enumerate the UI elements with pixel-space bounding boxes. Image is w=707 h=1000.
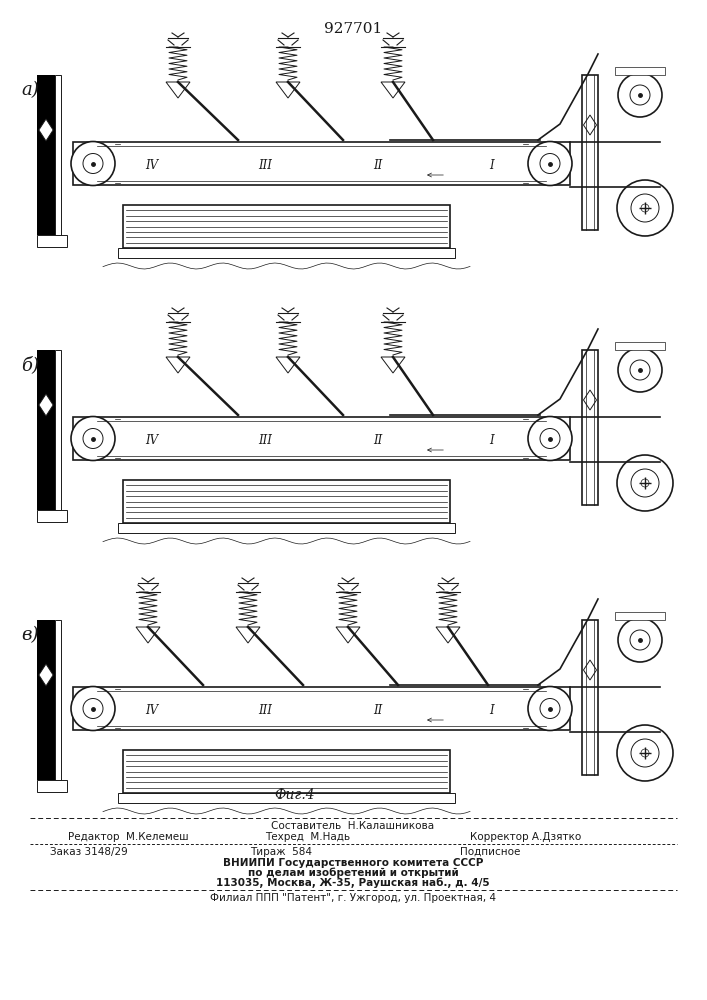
- Bar: [615, 612, 665, 620]
- Text: Фиг.4: Фиг.4: [275, 788, 315, 802]
- Circle shape: [617, 180, 673, 236]
- Bar: [73, 687, 570, 730]
- Circle shape: [528, 416, 572, 460]
- Circle shape: [83, 428, 103, 448]
- Circle shape: [641, 204, 649, 212]
- Bar: [582, 350, 598, 505]
- Polygon shape: [39, 119, 53, 141]
- Circle shape: [540, 698, 560, 718]
- Circle shape: [641, 749, 649, 757]
- Circle shape: [71, 416, 115, 460]
- Text: Редактор  М.Келемеш: Редактор М.Келемеш: [68, 832, 189, 842]
- Circle shape: [528, 686, 572, 730]
- Bar: [123, 205, 450, 248]
- Polygon shape: [336, 627, 360, 643]
- Bar: [37, 350, 55, 510]
- Text: II: II: [373, 434, 382, 447]
- Bar: [73, 142, 570, 185]
- Polygon shape: [276, 82, 300, 98]
- Polygon shape: [276, 357, 300, 373]
- Polygon shape: [583, 660, 597, 680]
- Bar: [55, 75, 61, 235]
- Text: III: III: [258, 704, 271, 717]
- Polygon shape: [236, 627, 260, 643]
- Text: III: III: [258, 434, 271, 447]
- Polygon shape: [166, 82, 190, 98]
- Circle shape: [618, 73, 662, 117]
- Circle shape: [617, 455, 673, 511]
- Text: Составитель  Н.Калашникова: Составитель Н.Калашникова: [271, 821, 435, 831]
- Circle shape: [630, 360, 650, 380]
- Bar: [37, 75, 55, 235]
- Bar: [118, 793, 455, 803]
- Polygon shape: [583, 115, 597, 135]
- Polygon shape: [381, 82, 405, 98]
- Bar: [73, 417, 570, 460]
- Text: по делам изобретений и открытий: по делам изобретений и открытий: [247, 868, 458, 879]
- Text: I: I: [489, 434, 493, 447]
- Circle shape: [630, 85, 650, 105]
- Polygon shape: [436, 627, 460, 643]
- Circle shape: [83, 698, 103, 718]
- Circle shape: [540, 428, 560, 448]
- Circle shape: [630, 630, 650, 650]
- Text: IV: IV: [145, 704, 158, 717]
- Polygon shape: [136, 627, 160, 643]
- Circle shape: [631, 194, 659, 222]
- Polygon shape: [166, 357, 190, 373]
- Polygon shape: [39, 664, 53, 686]
- Text: I: I: [489, 159, 493, 172]
- Circle shape: [528, 141, 572, 186]
- Text: а): а): [21, 81, 39, 99]
- Text: IV: IV: [145, 434, 158, 447]
- Bar: [37, 235, 67, 247]
- Circle shape: [540, 153, 560, 174]
- Bar: [37, 510, 67, 522]
- Text: в): в): [21, 626, 39, 644]
- Text: Тираж  584: Тираж 584: [250, 847, 312, 857]
- Text: II: II: [373, 704, 382, 717]
- Circle shape: [617, 725, 673, 781]
- Circle shape: [71, 686, 115, 730]
- Circle shape: [83, 153, 103, 174]
- Text: 113035, Москва, Ж-35, Раушская наб., д. 4/5: 113035, Москва, Ж-35, Раушская наб., д. …: [216, 878, 490, 888]
- Text: б): б): [21, 356, 39, 374]
- Bar: [123, 480, 450, 523]
- Bar: [615, 342, 665, 350]
- Polygon shape: [583, 390, 597, 410]
- Bar: [582, 620, 598, 775]
- Circle shape: [631, 469, 659, 497]
- Bar: [55, 620, 61, 780]
- Text: III: III: [258, 159, 271, 172]
- Bar: [55, 350, 61, 510]
- Circle shape: [618, 618, 662, 662]
- Circle shape: [631, 739, 659, 767]
- Text: II: II: [373, 159, 382, 172]
- Text: I: I: [489, 704, 493, 717]
- Text: ВНИИПИ Государственного комитета СССР: ВНИИПИ Государственного комитета СССР: [223, 858, 483, 868]
- Bar: [37, 780, 67, 792]
- Text: 927701: 927701: [324, 22, 382, 36]
- Bar: [118, 523, 455, 533]
- Circle shape: [641, 479, 649, 487]
- Bar: [582, 75, 598, 230]
- Text: Техред  М.Надь: Техред М.Надь: [265, 832, 350, 842]
- Text: Подписное: Подписное: [460, 847, 520, 857]
- Circle shape: [71, 141, 115, 186]
- Text: Заказ 3148/29: Заказ 3148/29: [50, 847, 128, 857]
- Polygon shape: [381, 357, 405, 373]
- Bar: [37, 620, 55, 780]
- Circle shape: [618, 348, 662, 392]
- Text: Корректор А.Дзятко: Корректор А.Дзятко: [470, 832, 581, 842]
- Text: IV: IV: [145, 159, 158, 172]
- Polygon shape: [39, 394, 53, 416]
- Bar: [615, 67, 665, 75]
- Bar: [123, 750, 450, 793]
- Text: Филиал ППП "Патент", г. Ужгород, ул. Проектная, 4: Филиал ППП "Патент", г. Ужгород, ул. Про…: [210, 893, 496, 903]
- Bar: [118, 248, 455, 258]
